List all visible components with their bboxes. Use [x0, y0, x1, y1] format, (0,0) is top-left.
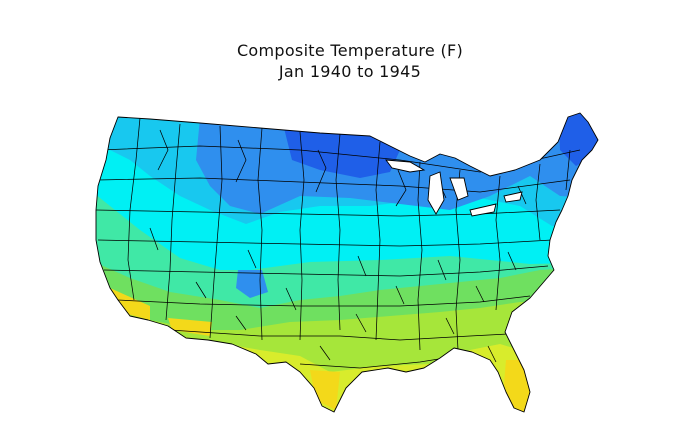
- band-hottest-florida: [504, 360, 532, 412]
- title-line-1: Composite Temperature (F): [236, 41, 464, 60]
- great-lakes: [385, 159, 523, 217]
- title-line-2: Jan 1940 to 1945: [278, 62, 422, 81]
- lake-erie: [469, 203, 497, 217]
- map-title: Composite Temperature (F) Jan 1940 to 19…: [0, 40, 700, 82]
- division-boundaries: [96, 117, 581, 369]
- lake-ontario: [503, 191, 523, 203]
- lake-superior: [385, 159, 426, 173]
- us-outline: [95, 112, 599, 413]
- band-hottest-arizona: [168, 318, 212, 336]
- lake-huron: [449, 177, 469, 201]
- temperature-bands: [96, 113, 598, 412]
- lake-michigan: [427, 171, 445, 215]
